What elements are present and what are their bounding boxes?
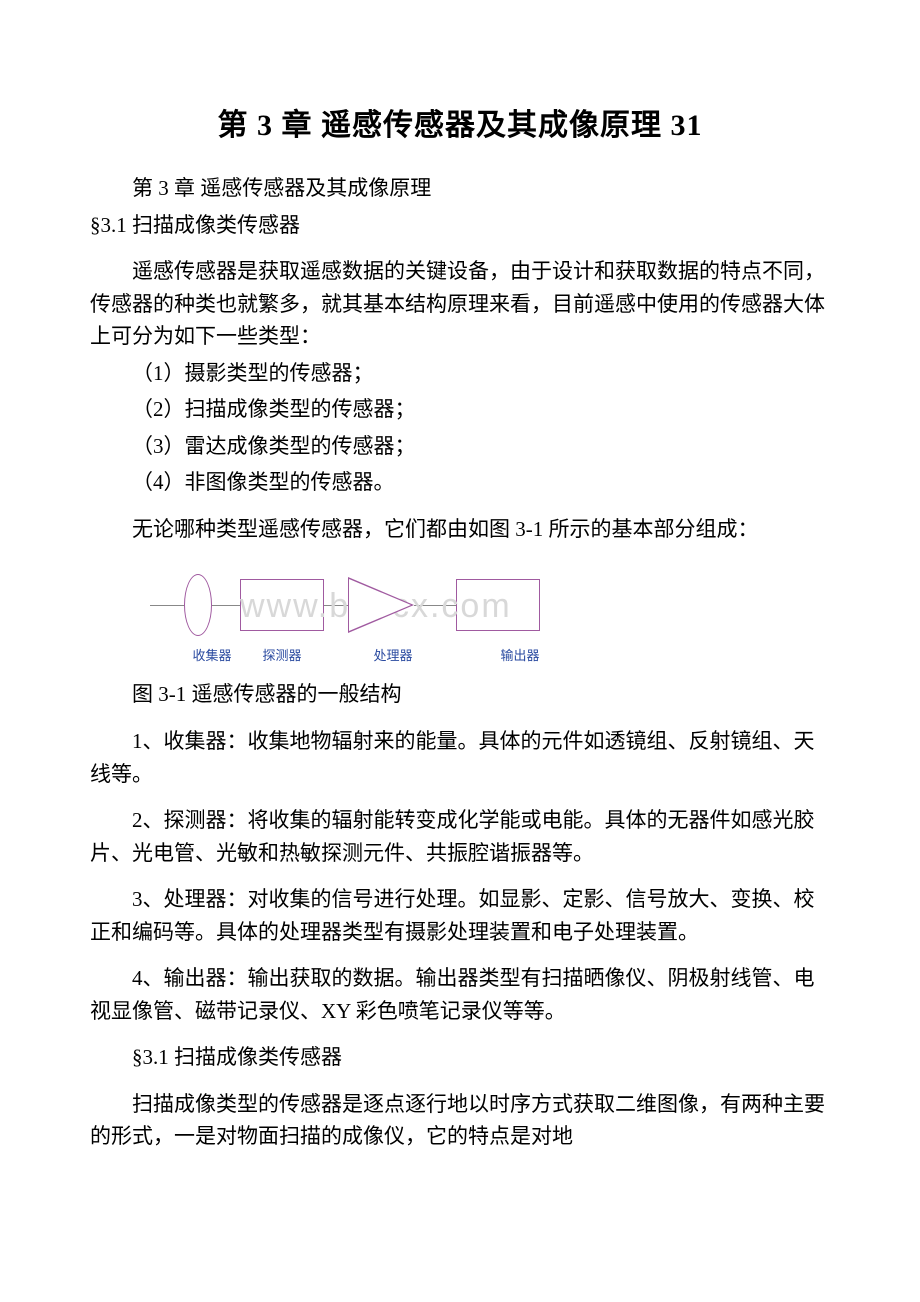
list-item-4: （4）非图像类型的传感器。 [90, 466, 830, 499]
list-item-2: （2）扫描成像类型的传感器； [90, 393, 830, 426]
output-shape [456, 579, 540, 631]
wire [414, 605, 456, 606]
component-4: 4、输出器：输出获取的数据。输出器类型有扫描晒像仪、阴极射线管、电视显像管、磁带… [90, 962, 830, 1027]
section-3-1-heading: §3.1 扫描成像类传感器 [90, 209, 830, 242]
label-output: 输出器 [470, 645, 570, 664]
detector-shape [240, 579, 324, 631]
page-title: 第 3 章 遥感传感器及其成像原理 31 [90, 100, 830, 144]
label-processor: 处理器 [338, 645, 448, 664]
wire [150, 605, 184, 606]
list-item-1: （1）摄影类型的传感器； [90, 357, 830, 390]
components-lead: 无论哪种类型遥感传感器，它们都由如图 3-1 所示的基本部分组成： [90, 513, 830, 546]
wire [212, 605, 240, 606]
tail-paragraph: 扫描成像类型的传感器是逐点逐行地以时序方式获取二维图像，有两种主要的形式，一是对… [90, 1088, 830, 1153]
label-detector: 探测器 [240, 645, 324, 664]
list-item-3: （3）雷达成像类型的传感器； [90, 430, 830, 463]
section-3-1-heading-repeat: §3.1 扫描成像类传感器 [90, 1041, 830, 1074]
collector-shape [184, 574, 212, 636]
component-2: 2、探测器：将收集的辐射能转变成化学能或电能。具体的无器件如感光胶片、光电管、光… [90, 804, 830, 869]
figure-caption: 图 3-1 遥感传感器的一般结构 [90, 678, 830, 711]
component-1: 1、收集器：收集地物辐射来的能量。具体的元件如透镜组、反射镜组、天线等。 [90, 725, 830, 790]
chapter-subtitle: 第 3 章 遥感传感器及其成像原理 [90, 172, 830, 205]
processor-shape [348, 577, 414, 633]
component-3: 3、处理器：对收集的信号进行处理。如显影、定影、信号放大、变换、校正和编码等。具… [90, 883, 830, 948]
label-collector: 收集器 [184, 645, 240, 664]
figure-3-1-diagram: www.bdocx.com 收集器 探测器 处理器 输出器 [90, 569, 830, 664]
wire [324, 605, 348, 606]
intro-paragraph: 遥感传感器是获取遥感数据的关键设备，由于设计和获取数据的特点不同，传感器的种类也… [90, 255, 830, 353]
